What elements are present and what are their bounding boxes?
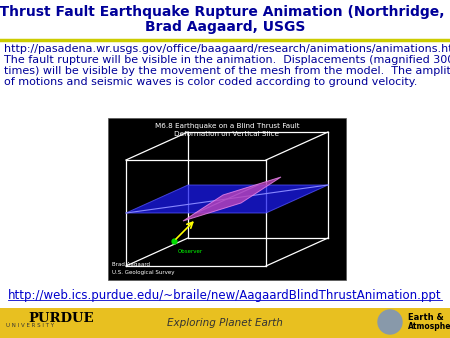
Text: Deformation on Vertical Slice: Deformation on Vertical Slice bbox=[175, 131, 279, 137]
Text: U.S. Geological Survey: U.S. Geological Survey bbox=[112, 270, 175, 275]
Text: Observer: Observer bbox=[178, 249, 203, 254]
Text: times) will be visible by the movement of the mesh from the model.  The amplitud: times) will be visible by the movement o… bbox=[4, 66, 450, 76]
Bar bbox=[108, 118, 346, 280]
Bar bbox=[0, 308, 450, 338]
Text: The fault rupture will be visible in the animation.  Displacements (magnified 30: The fault rupture will be visible in the… bbox=[4, 55, 450, 65]
Text: Atmospheric: Atmospheric bbox=[408, 322, 450, 331]
Circle shape bbox=[378, 310, 402, 334]
Text: http://pasadena.wr.usgs.gov/office/baagaard/research/animations/animations.html: http://pasadena.wr.usgs.gov/office/baaga… bbox=[4, 44, 450, 54]
Text: U N I V E R S I T Y: U N I V E R S I T Y bbox=[6, 323, 54, 328]
Text: Blind Thrust Fault Earthquake Rupture Animation (Northridge, 1994): Blind Thrust Fault Earthquake Rupture An… bbox=[0, 5, 450, 19]
Polygon shape bbox=[183, 177, 281, 221]
Text: Brad Aagaard, USGS: Brad Aagaard, USGS bbox=[145, 20, 305, 34]
Text: Brad Aagaard: Brad Aagaard bbox=[112, 262, 150, 267]
Text: of motions and seismic waves is color coded according to ground velocity.: of motions and seismic waves is color co… bbox=[4, 77, 418, 87]
Text: M6.8 Earthquake on a Blind Thrust Fault: M6.8 Earthquake on a Blind Thrust Fault bbox=[155, 123, 299, 129]
Text: http://web.ics.purdue.edu/~braile/new/AagaardBlindThrustAnimation.ppt: http://web.ics.purdue.edu/~braile/new/Aa… bbox=[8, 289, 442, 302]
Text: Exploring Planet Earth: Exploring Planet Earth bbox=[167, 318, 283, 328]
Polygon shape bbox=[126, 185, 328, 213]
Text: Earth &: Earth & bbox=[408, 313, 444, 322]
Text: PURDUE: PURDUE bbox=[28, 312, 94, 325]
